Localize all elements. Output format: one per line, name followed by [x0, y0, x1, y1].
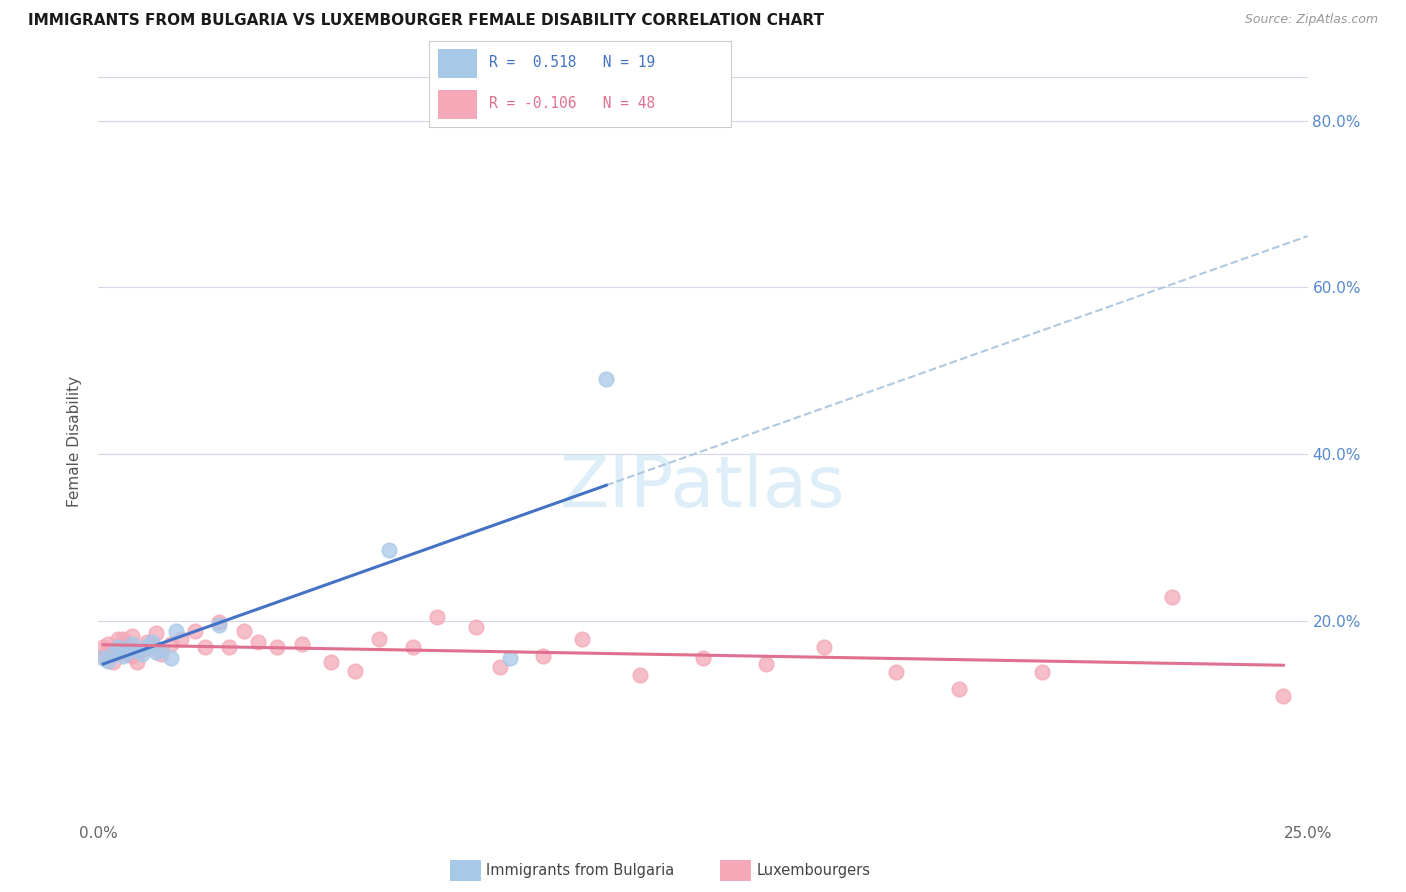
FancyBboxPatch shape — [437, 49, 477, 78]
Text: Luxembourgers: Luxembourgers — [756, 863, 870, 878]
Point — [160, 651, 183, 665]
Point — [160, 637, 183, 651]
Point — [135, 634, 157, 648]
Point — [121, 648, 143, 663]
Point — [266, 640, 288, 655]
Point — [498, 651, 520, 665]
Point — [101, 647, 124, 661]
Point — [886, 665, 908, 680]
Point — [97, 654, 120, 668]
Point — [402, 640, 425, 655]
Point — [117, 640, 139, 655]
Point — [121, 637, 143, 651]
Point — [107, 632, 129, 646]
Point — [368, 632, 391, 646]
Point — [111, 648, 134, 663]
Point — [111, 639, 134, 653]
Point — [208, 615, 231, 630]
Point — [377, 542, 399, 557]
Point — [97, 643, 120, 657]
Point — [290, 637, 312, 651]
Bar — [450, 860, 481, 881]
Point — [595, 372, 617, 386]
Y-axis label: Female Disability: Female Disability — [67, 376, 83, 508]
Point — [121, 629, 143, 643]
FancyBboxPatch shape — [437, 90, 477, 119]
Text: R = -0.106   N = 48: R = -0.106 N = 48 — [489, 95, 655, 111]
Point — [628, 668, 651, 682]
Point — [145, 626, 167, 640]
Text: Source: ZipAtlas.com: Source: ZipAtlas.com — [1244, 13, 1378, 27]
Point — [91, 640, 114, 655]
Point — [489, 659, 512, 673]
Point — [135, 639, 157, 653]
Point — [150, 643, 173, 657]
Point — [107, 645, 129, 659]
Point — [232, 624, 254, 638]
Point — [531, 648, 554, 663]
Point — [218, 640, 240, 655]
Point — [1161, 591, 1184, 605]
Point — [131, 643, 153, 657]
Point — [208, 617, 231, 632]
Point — [813, 640, 835, 655]
Point — [426, 609, 449, 624]
Text: IMMIGRANTS FROM BULGARIA VS LUXEMBOURGER FEMALE DISABILITY CORRELATION CHART: IMMIGRANTS FROM BULGARIA VS LUXEMBOURGER… — [28, 13, 824, 29]
Point — [127, 656, 149, 670]
Point — [1272, 689, 1295, 703]
Point — [150, 647, 173, 661]
Bar — [720, 860, 751, 881]
Point — [127, 643, 149, 657]
Point — [97, 637, 120, 651]
Point — [91, 651, 114, 665]
Text: Immigrants from Bulgaria: Immigrants from Bulgaria — [486, 863, 675, 878]
Point — [194, 640, 217, 655]
Point — [101, 656, 124, 670]
Point — [117, 647, 139, 661]
Point — [755, 657, 778, 671]
Point — [948, 681, 970, 696]
Point — [464, 620, 486, 634]
Point — [111, 632, 134, 646]
Point — [169, 632, 191, 646]
Point — [184, 624, 207, 638]
Point — [141, 640, 163, 655]
Point — [571, 632, 593, 646]
Point — [91, 648, 114, 663]
Point — [117, 645, 139, 659]
Point — [165, 624, 187, 638]
Point — [343, 664, 366, 678]
Text: ZIPatlas: ZIPatlas — [560, 452, 846, 522]
Point — [319, 656, 342, 670]
Point — [131, 647, 153, 661]
Point — [1031, 665, 1053, 680]
Point — [247, 634, 270, 648]
Point — [145, 644, 167, 658]
Point — [141, 634, 163, 648]
Text: R =  0.518   N = 19: R = 0.518 N = 19 — [489, 55, 655, 70]
Point — [107, 640, 129, 655]
Point — [101, 647, 124, 661]
Point — [692, 651, 714, 665]
